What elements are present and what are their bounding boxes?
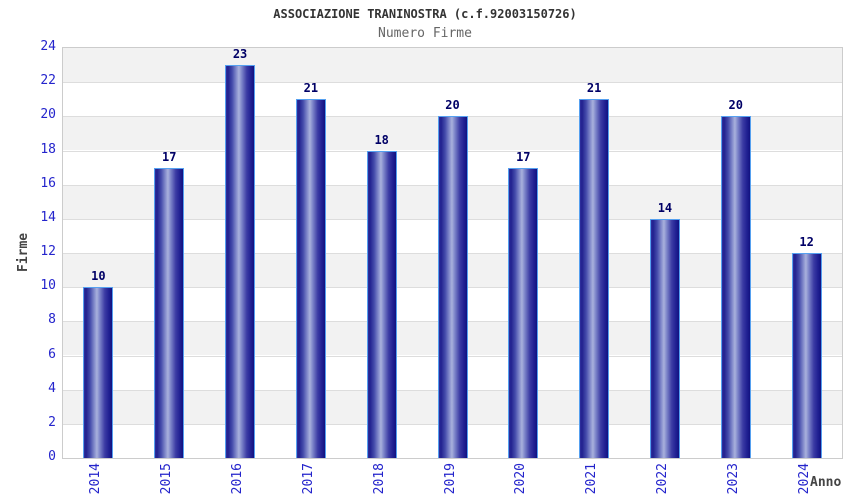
- bar-value-label: 20: [445, 98, 460, 113]
- bar-value-label: 21: [303, 81, 319, 96]
- bar-value-label: 17: [161, 149, 177, 164]
- bar-value-label: 12: [799, 235, 814, 249]
- bar-value-label: 21: [586, 81, 602, 96]
- y-tick-label: 18: [40, 141, 56, 157]
- y-tick-label: 8: [48, 312, 56, 328]
- y-tick-label: 24: [40, 39, 56, 54]
- plot-area: 10 17 23 21 18 20 17 21 14 20 12: [62, 47, 843, 459]
- y-tick-label: 10: [40, 278, 56, 294]
- bar: [791, 253, 822, 458]
- bar-value-label: 20: [728, 98, 743, 113]
- bar-value-label: 17: [516, 149, 531, 164]
- y-tick-label: 22: [40, 73, 56, 89]
- x-tick-label: 2023: [725, 463, 741, 495]
- x-tick-label: 2021: [584, 463, 600, 495]
- bar: [437, 116, 468, 458]
- bar: [83, 287, 114, 458]
- y-tick-label: 16: [40, 175, 56, 191]
- x-tick-label: 2015: [159, 463, 175, 495]
- x-tick-label: 2018: [371, 463, 387, 495]
- bar: [579, 99, 610, 458]
- x-tick-label: 2020: [513, 463, 529, 495]
- x-tick-label: 2022: [654, 463, 670, 495]
- plot-band: [63, 82, 842, 117]
- bar-value-label: 18: [374, 132, 389, 147]
- bar-value-label: 23: [232, 47, 248, 62]
- x-tick-label: 2014: [88, 463, 104, 495]
- x-tick-label: 2017: [300, 463, 316, 495]
- bar: [295, 99, 326, 458]
- bar: [508, 167, 539, 458]
- bar-value-label: 10: [91, 269, 106, 284]
- gridline: [63, 82, 842, 84]
- bar: [649, 218, 680, 458]
- chart-title: ASSOCIAZIONE TRANINOSTRA (c.f.9200315072…: [273, 7, 577, 21]
- bar: [225, 65, 256, 458]
- y-tick-label: 4: [48, 380, 56, 396]
- y-tick-label: 6: [48, 346, 56, 362]
- y-tick-label: 12: [40, 244, 56, 259]
- y-tick-label: 2: [48, 414, 56, 430]
- x-tick-label: 2016: [230, 463, 246, 495]
- y-tick-label: 0: [48, 449, 56, 464]
- x-tick-label: 2019: [442, 463, 458, 495]
- bar: [154, 167, 185, 458]
- bar-value-label: 14: [657, 200, 673, 215]
- plot-band: [63, 48, 842, 83]
- y-tick-label: 14: [40, 209, 56, 225]
- bar: [366, 150, 397, 458]
- chart-subtitle: Numero Firme: [378, 26, 472, 41]
- x-axis-title: Anno: [810, 475, 842, 490]
- bar: [720, 116, 751, 458]
- y-tick-label: 20: [40, 107, 56, 123]
